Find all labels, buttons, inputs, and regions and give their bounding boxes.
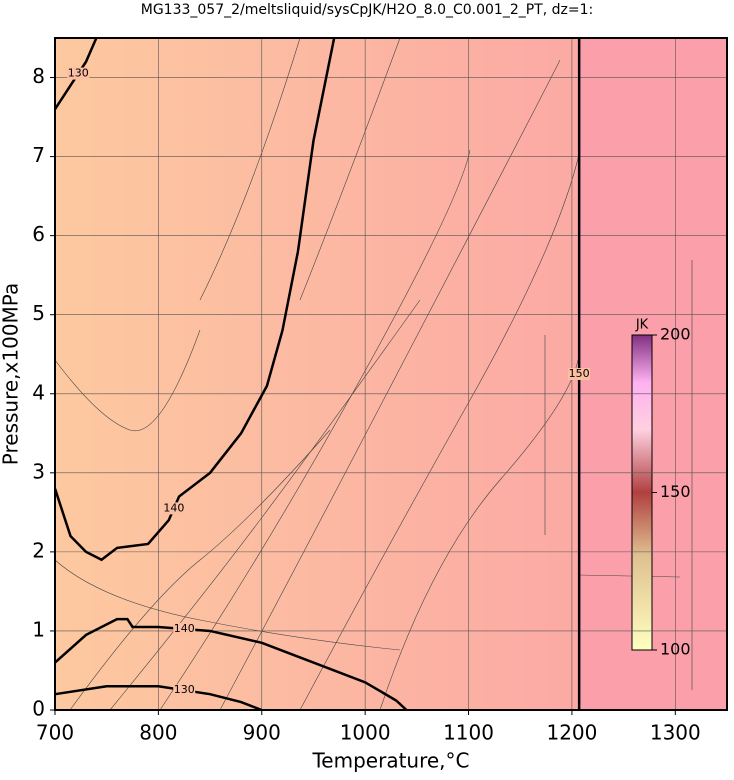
y-tick-label: 4 [32, 380, 45, 404]
contour-label: 130 [174, 683, 195, 696]
contour-line [53, 37, 336, 562]
contour-label-bg [67, 67, 90, 80]
contour-label-bg [173, 622, 196, 635]
x-tick-label: 1100 [443, 721, 494, 745]
contour-label: 130 [68, 67, 89, 80]
contour-label: 140 [163, 501, 184, 514]
colorbar-tick-label: 150 [660, 482, 691, 501]
y-tick-label: 1 [32, 617, 45, 641]
plot-frame [54, 37, 728, 711]
x-tick-label: 1300 [650, 721, 701, 745]
colorbar-tick-label: 100 [660, 640, 691, 659]
y-tick-label: 8 [32, 64, 45, 88]
contour-label-bg [568, 368, 591, 380]
thin-contours [54, 37, 693, 711]
y-tick-label: 7 [32, 143, 45, 167]
chart-title: MG133_057_2/meltsliquid/sysCpJK/H2O_8.0_… [141, 2, 593, 18]
y-axis-label: Pressure,x100MPa [0, 283, 23, 465]
y-tick-label: 3 [32, 459, 45, 483]
x-tick-label: 1000 [340, 721, 391, 745]
y-tick-label: 5 [32, 301, 45, 325]
y-tick-label: 2 [32, 538, 45, 562]
contour-label: 140 [174, 622, 195, 635]
colorbar-label: JK [635, 318, 649, 333]
x-axis-label: Temperature,°C [311, 749, 469, 773]
x-tick-label: 700 [36, 721, 74, 745]
colorbar [631, 334, 653, 651]
x-tick-label: 900 [243, 721, 281, 745]
colorbar-tick-label: 200 [660, 325, 691, 344]
x-tick-label: 800 [139, 721, 177, 745]
contour-label-bg [173, 684, 196, 697]
y-tick-label: 6 [32, 222, 45, 246]
x-tick-label: 1200 [546, 721, 597, 745]
contour-label-bg [162, 502, 185, 515]
contour-label: 150 [569, 367, 590, 380]
y-tick-label: 0 [32, 697, 45, 721]
